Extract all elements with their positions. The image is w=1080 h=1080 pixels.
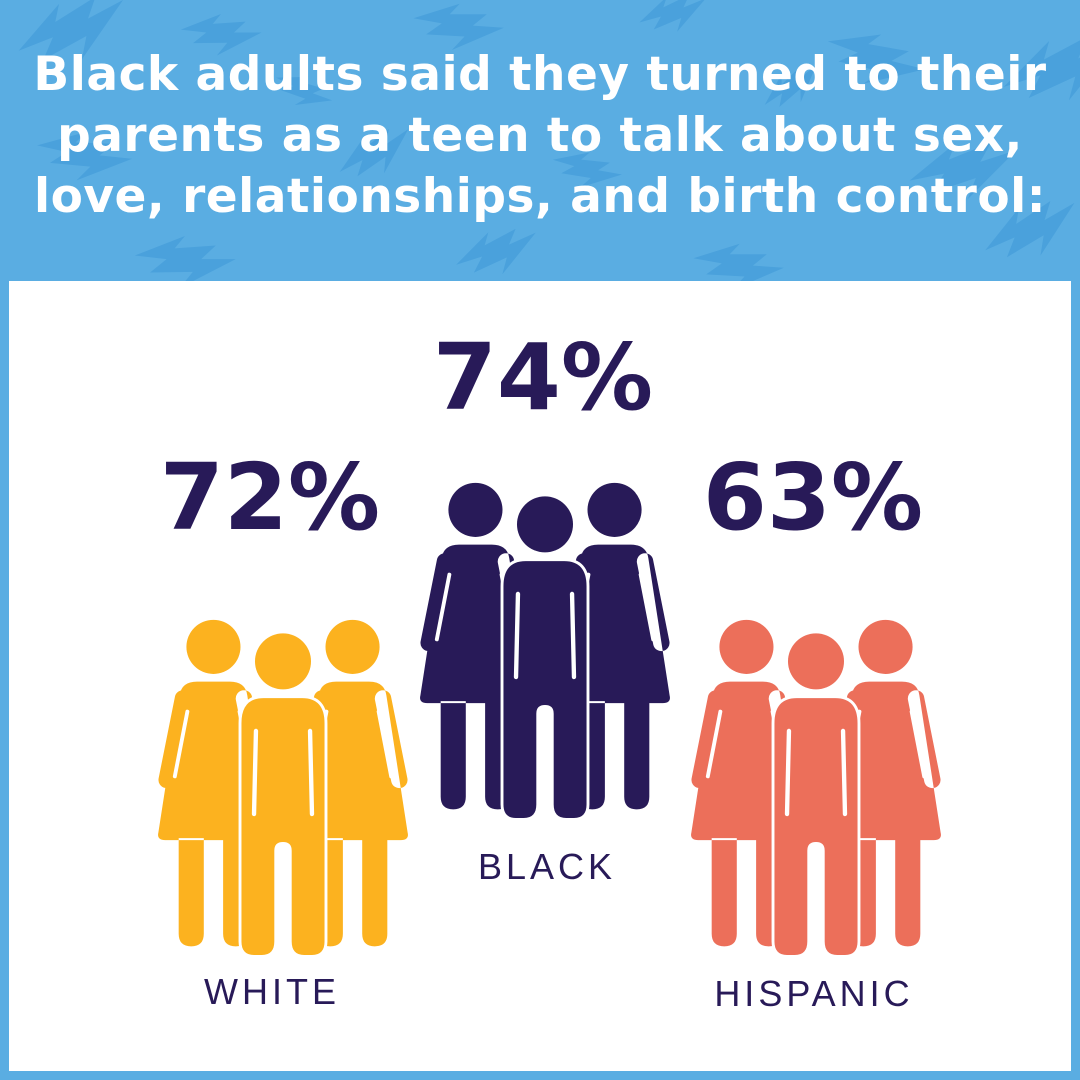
page-title: Black adults said they turned to their p… xyxy=(0,44,1080,227)
value-white: 72% xyxy=(159,444,381,551)
category-label-black: BLACK xyxy=(477,846,617,887)
people-group-icon-white xyxy=(138,616,428,956)
header-banner: Black adults said they turned to their p… xyxy=(0,0,1080,281)
value-hispanic: 63% xyxy=(702,444,924,551)
category-label-hispanic: HISPANIC xyxy=(714,973,914,1014)
people-group-icon-hispanic xyxy=(671,616,961,956)
title-line-2: parents as a teen to talk about sex, xyxy=(57,108,1023,163)
value-black: 74% xyxy=(432,324,654,431)
title-line-3: love, relationships, and birth control: xyxy=(33,169,1047,224)
category-label-white: WHITE xyxy=(204,971,340,1012)
title-line-1: Black adults said they turned to their xyxy=(33,47,1047,102)
people-group-icon-black xyxy=(400,479,690,819)
